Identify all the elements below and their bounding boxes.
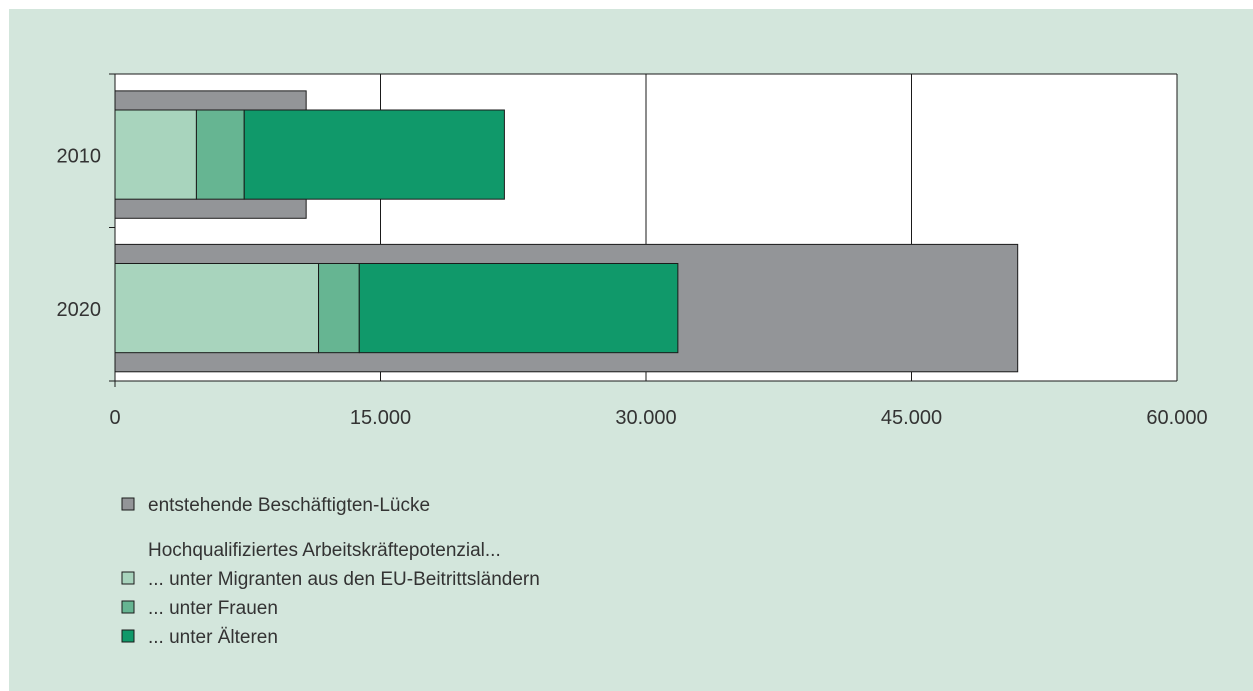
legend-label-aeltere: ... unter Älteren	[148, 627, 278, 648]
x-tick-label: 30.000	[615, 407, 676, 429]
x-tick-labels: 0 15.000 30.000 45.000 60.000	[109, 407, 1207, 429]
legend-swatch-gap	[121, 497, 135, 511]
x-tick-label: 45.000	[881, 407, 942, 429]
y-tick-label: 2020	[57, 299, 102, 321]
legend-label-migranten: ... unter Migranten aus den EU-Beitritts…	[148, 569, 540, 590]
legend-swatch-aeltere	[121, 629, 135, 643]
legend-swatch-frauen	[121, 600, 135, 614]
bars	[114, 90, 1019, 373]
bar-migranten-2010	[114, 109, 197, 200]
bar-frauen-2020	[318, 262, 360, 354]
x-tick-label: 0	[109, 407, 120, 429]
x-tick-label: 60.000	[1146, 407, 1207, 429]
axes	[109, 73, 1177, 387]
y-tick-label: 2010	[57, 145, 102, 167]
legend: entstehende Beschäftigten-Lücke Hochqual…	[121, 495, 540, 648]
legend-group-heading: Hochqualifiziertes Arbeitskräftepotenzia…	[148, 540, 501, 561]
bar-aeltere-2010	[243, 109, 505, 200]
bar-aeltere-2020	[358, 262, 679, 354]
bar-frauen-2010	[195, 109, 245, 200]
bar-migranten-2020	[114, 262, 320, 354]
legend-label-frauen: ... unter Frauen	[148, 598, 278, 619]
y-tick-labels: 2010 2020	[57, 145, 102, 321]
x-tick-label: 15.000	[350, 407, 411, 429]
legend-swatch-migranten	[121, 571, 135, 585]
legend-label-gap: entstehende Beschäftigten-Lücke	[148, 495, 430, 516]
